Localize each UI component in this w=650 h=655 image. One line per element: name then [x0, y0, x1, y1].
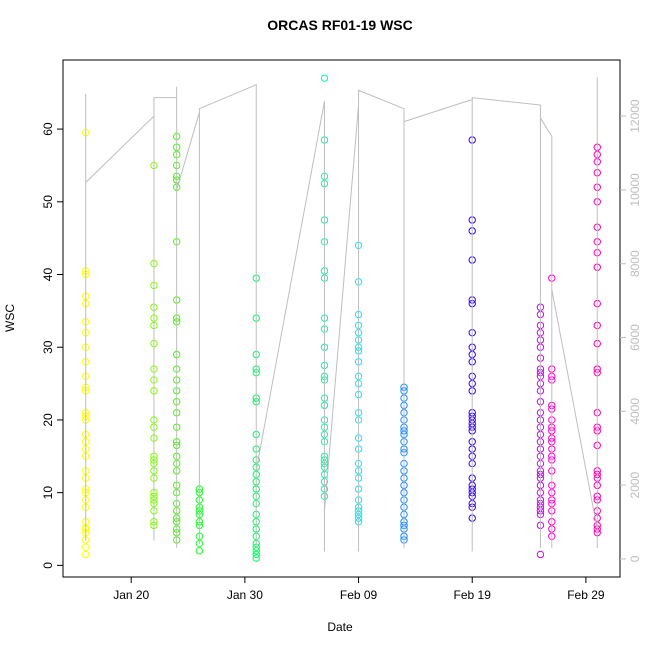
altitude-line [85, 77, 598, 552]
x-tick-label: Feb 29 [567, 588, 605, 602]
y2-tick-label: 2000 [628, 471, 642, 498]
y-tick-label: 40 [41, 268, 55, 282]
plot-frame [62, 59, 621, 578]
y-tick-label: 50 [41, 195, 55, 209]
x-axis-label: Date [327, 620, 353, 634]
y-tick-label: 60 [41, 122, 55, 136]
point [536, 550, 545, 559]
point [82, 550, 90, 559]
y-axis-label: WSC [3, 304, 17, 332]
x-tick-label: Feb 09 [340, 588, 378, 602]
y2-tick-label: 6000 [628, 324, 642, 351]
y-tick-label: 10 [41, 486, 55, 500]
y2-tick-label: 12000 [628, 99, 642, 133]
y2-tick-label: 0 [628, 555, 642, 562]
y-tick-label: 0 [41, 562, 55, 569]
y2-tick-label: 10000 [628, 173, 642, 207]
point [195, 547, 204, 555]
y2-tick-label: 8000 [628, 250, 642, 277]
point [252, 554, 260, 562]
x-tick-label: Feb 19 [454, 588, 492, 602]
chart-title: ORCAS RF01-19 WSC [267, 17, 412, 33]
y-tick-label: 20 [41, 413, 55, 427]
y2-tick-label: 4000 [628, 398, 642, 425]
y-tick-label: 30 [41, 340, 55, 354]
x-tick-label: Jan 20 [113, 588, 149, 602]
x-tick-label: Jan 30 [227, 588, 263, 602]
point [320, 74, 329, 82]
point [252, 550, 260, 559]
point [82, 543, 90, 551]
